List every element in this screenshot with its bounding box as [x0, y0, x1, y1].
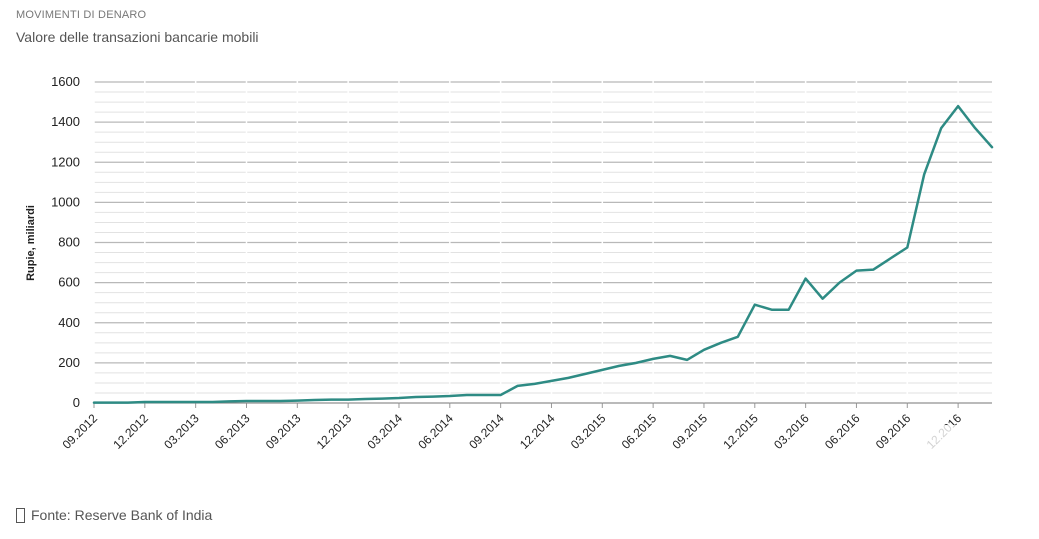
y-tick-label: 200	[58, 355, 80, 370]
x-tick-label: 12.2013	[314, 411, 355, 452]
x-tick-label: 03.2013	[161, 411, 202, 452]
x-tick-label: 03.2014	[365, 411, 406, 452]
x-tick-label: 06.2016	[822, 411, 863, 452]
x-tick-label: 06.2014	[415, 411, 456, 452]
source-text: Fonte: Reserve Bank of India	[31, 507, 213, 523]
grid-lines	[94, 81, 992, 404]
x-tick-label: 09.2014	[466, 411, 507, 452]
y-tick-label: 400	[58, 315, 80, 330]
series-line	[92, 104, 994, 404]
x-tick-label: 06.2013	[212, 411, 253, 452]
x-tick-label: 06.2015	[619, 411, 660, 452]
x-tick-label: 12.2012	[110, 411, 151, 452]
chart-kicker: MOVIMENTI DI DENARO	[16, 9, 147, 21]
x-tick-label: 03.2016	[771, 411, 812, 452]
x-tick-label: 09.2015	[670, 411, 711, 452]
x-tick-label: 03.2015	[568, 411, 609, 452]
x-axis-tick-labels: 09.2012 12.2012 03.2013 06.2013 09.2013 12.20…	[60, 411, 965, 452]
x-tick-label: 12.2014	[517, 411, 558, 452]
series-lines	[92, 104, 994, 404]
y-tick-label: 0	[73, 395, 80, 410]
chart-title: Valore delle transazioni bancarie mobili	[16, 29, 259, 45]
x-tick-label: 09.2012	[60, 411, 101, 452]
x-tick-label: 09.2013	[263, 411, 304, 452]
y-tick-label: 800	[58, 235, 80, 250]
x-tick-label: 09.2016	[873, 411, 914, 452]
y-tick-label: 1400	[51, 114, 80, 129]
y-tick-label: 1200	[51, 154, 80, 169]
y-tick-label: 600	[58, 275, 80, 290]
y-axis-label: Rupie, miliardi	[25, 205, 37, 281]
vertical-grid-lines	[93, 80, 992, 408]
y-tick-label: 1600	[51, 74, 80, 89]
source-note: Fonte: Reserve Bank of India	[16, 507, 212, 523]
y-tick-label: 1000	[51, 194, 80, 209]
x-tick-label: 12.2015	[720, 411, 761, 452]
info-icon	[16, 507, 25, 523]
watermark-overlay	[912, 425, 1002, 459]
y-axis-tick-labels: 0 200 400 600 800 1000 1200 1400 1600	[51, 74, 80, 410]
